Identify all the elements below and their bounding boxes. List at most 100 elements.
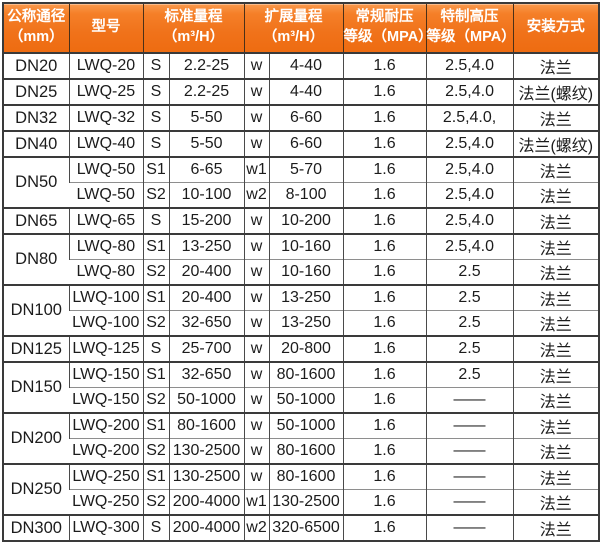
ext-range-value-cell: 10-160 (268, 233, 344, 260)
std-range-value-cell: 200-4000 (168, 489, 245, 515)
table-row: DN20 LWQ-20 S 2.2-25 w 4-40 1.6 2.5,4.0 法兰 (3, 52, 600, 79)
std-range-code-cell: S1 (142, 156, 169, 183)
standard-pressure-cell: 1.6 (342, 463, 427, 490)
standard-pressure-cell: 1.6 (342, 104, 427, 131)
table-row: LWQ-200 S2 130-2500 w 80-1600 1.6 —— 法兰 (3, 438, 600, 464)
high-pressure-cell: —— (425, 412, 514, 439)
ext-range-code-cell: w (243, 104, 270, 131)
standard-pressure-cell: 1.6 (342, 438, 427, 464)
installation-cell: 法兰 (512, 489, 600, 515)
high-pressure-cell: 2.5,4.0 (425, 78, 514, 105)
std-range-value-cell: 15-200 (168, 207, 245, 234)
nominal-diameter-cell: DN300 (3, 514, 69, 541)
installation-cell: 法兰 (512, 387, 600, 413)
high-pressure-cell: —— (425, 463, 514, 490)
ext-range-value-cell: 130-2500 (268, 489, 344, 515)
table-row: LWQ-50 S2 10-100 w2 8-100 1.6 2.5,4.0 法兰 (3, 182, 600, 208)
table-row: DN25 LWQ-25 S 2.2-25 w 4-40 1.6 2.5,4.0 法兰(螺纹) (3, 78, 600, 105)
std-range-value-cell: 2.2-25 (168, 78, 245, 105)
ext-range-code-cell: w (243, 310, 270, 336)
ext-range-code-cell: w (243, 78, 270, 105)
nominal-diameter-cell: DN150 (3, 361, 69, 413)
standard-pressure-cell: 1.6 (342, 412, 427, 439)
installation-cell: 法兰 (512, 463, 600, 490)
header-standard-range: 标准量程 （m³/H） (142, 3, 245, 54)
ext-range-code-cell: w (243, 207, 270, 234)
installation-cell: 法兰 (512, 361, 600, 388)
ext-range-code-cell: w (243, 463, 270, 490)
high-pressure-cell: 2.5 (425, 259, 514, 285)
table-row: DN200 LWQ-200 S1 80-1600 w 50-1000 1.6 —— 法兰 (3, 412, 600, 464)
model-cell: LWQ-150 (69, 387, 143, 413)
model-cell: LWQ-200 (69, 438, 143, 464)
table-row: DN125 LWQ-125 S 25-700 w 20-800 1.6 2.5 法兰 (3, 335, 600, 362)
installation-cell: 法兰 (512, 233, 600, 260)
std-range-value-cell: 130-2500 (168, 463, 245, 490)
std-range-code-cell: S2 (142, 182, 169, 208)
std-range-code-cell: S (142, 52, 169, 79)
standard-pressure-cell: 1.6 (342, 52, 427, 79)
installation-cell: 法兰 (512, 284, 600, 311)
model-cell: LWQ-150 (68, 361, 143, 388)
ext-range-value-cell: 6-60 (268, 104, 344, 131)
installation-cell: 法兰(螺纹) (512, 78, 600, 105)
nominal-diameter-cell: DN50 (3, 156, 69, 208)
model-cell: LWQ-80 (68, 233, 143, 260)
table-row: DN50 LWQ-50 S1 6-65 w1 5-70 1.6 2.5,4.0 法兰 (3, 156, 600, 208)
ext-range-code-cell: w (243, 438, 270, 464)
standard-pressure-cell: 1.6 (342, 130, 427, 157)
installation-cell: 法兰 (512, 514, 600, 541)
ext-range-code-cell: w (243, 412, 270, 439)
nominal-diameter-cell: DN250 (3, 463, 69, 515)
model-cell: LWQ-32 (68, 104, 143, 131)
std-range-value-cell: 5-50 (168, 130, 245, 157)
table-row: DN80 LWQ-80 S1 13-250 w 10-160 1.6 2.5,4.0 法兰 (3, 233, 600, 285)
installation-cell: 法兰 (512, 335, 600, 362)
std-range-value-cell: 20-400 (168, 259, 245, 285)
std-range-code-cell: S1 (142, 233, 169, 260)
table-row: DN150 LWQ-150 S1 32-650 w 80-1600 1.6 2.5 法兰 (3, 361, 600, 413)
installation-cell: 法兰(螺纹) (512, 130, 600, 157)
standard-pressure-cell: 1.6 (342, 182, 427, 208)
std-range-value-cell: 25-700 (168, 335, 245, 362)
nominal-diameter-cell: DN32 (3, 104, 69, 131)
nominal-diameter-cell: DN125 (3, 335, 69, 362)
header-extended-range: 扩展量程 （m³/H） (243, 3, 344, 54)
std-range-value-cell: 80-1600 (168, 412, 245, 439)
high-pressure-cell: —— (425, 489, 514, 515)
standard-pressure-cell: 1.6 (342, 387, 427, 413)
std-range-value-cell: 20-400 (168, 284, 245, 311)
std-range-value-cell: 130-2500 (168, 438, 245, 464)
standard-pressure-cell: 1.6 (342, 489, 427, 515)
model-cell: LWQ-250 (69, 489, 143, 515)
std-range-value-cell: 50-1000 (168, 387, 245, 413)
high-pressure-cell: 2.5,4.0 (425, 130, 514, 157)
high-pressure-cell: 2.5 (425, 361, 514, 388)
ext-range-value-cell: 320-6500 (268, 514, 344, 541)
ext-range-value-cell: 80-1600 (268, 361, 344, 388)
ext-range-code-cell: w1 (243, 156, 270, 183)
nominal-diameter-cell: DN100 (3, 284, 69, 336)
ext-range-value-cell: 80-1600 (268, 438, 344, 464)
nominal-diameter-cell: DN80 (3, 233, 69, 285)
table-row: LWQ-100 S2 32-650 w 13-250 1.6 2.5 法兰 (3, 310, 600, 336)
ext-range-value-cell: 4-40 (268, 78, 344, 105)
standard-pressure-cell: 1.6 (342, 233, 427, 260)
standard-pressure-cell: 1.6 (342, 259, 427, 285)
model-cell: LWQ-300 (68, 514, 143, 541)
ext-range-value-cell: 10-200 (268, 207, 344, 234)
table-row: DN40 LWQ-40 S 5-50 w 6-60 1.6 2.5,4.0 法兰(螺纹) (3, 130, 600, 157)
std-range-code-cell: S (142, 514, 169, 541)
model-cell: LWQ-20 (68, 52, 143, 79)
ext-range-code-cell: w (243, 259, 270, 285)
std-range-code-cell: S (142, 207, 169, 234)
std-range-value-cell: 2.2-25 (168, 52, 245, 79)
ext-range-code-cell: w (243, 233, 270, 260)
high-pressure-cell: 2.5,4.0 (425, 207, 514, 234)
installation-cell: 法兰 (512, 412, 600, 439)
installation-cell: 法兰 (512, 310, 600, 336)
ext-range-value-cell: 4-40 (268, 52, 344, 79)
standard-pressure-cell: 1.6 (342, 78, 427, 105)
std-range-code-cell: S (142, 335, 169, 362)
